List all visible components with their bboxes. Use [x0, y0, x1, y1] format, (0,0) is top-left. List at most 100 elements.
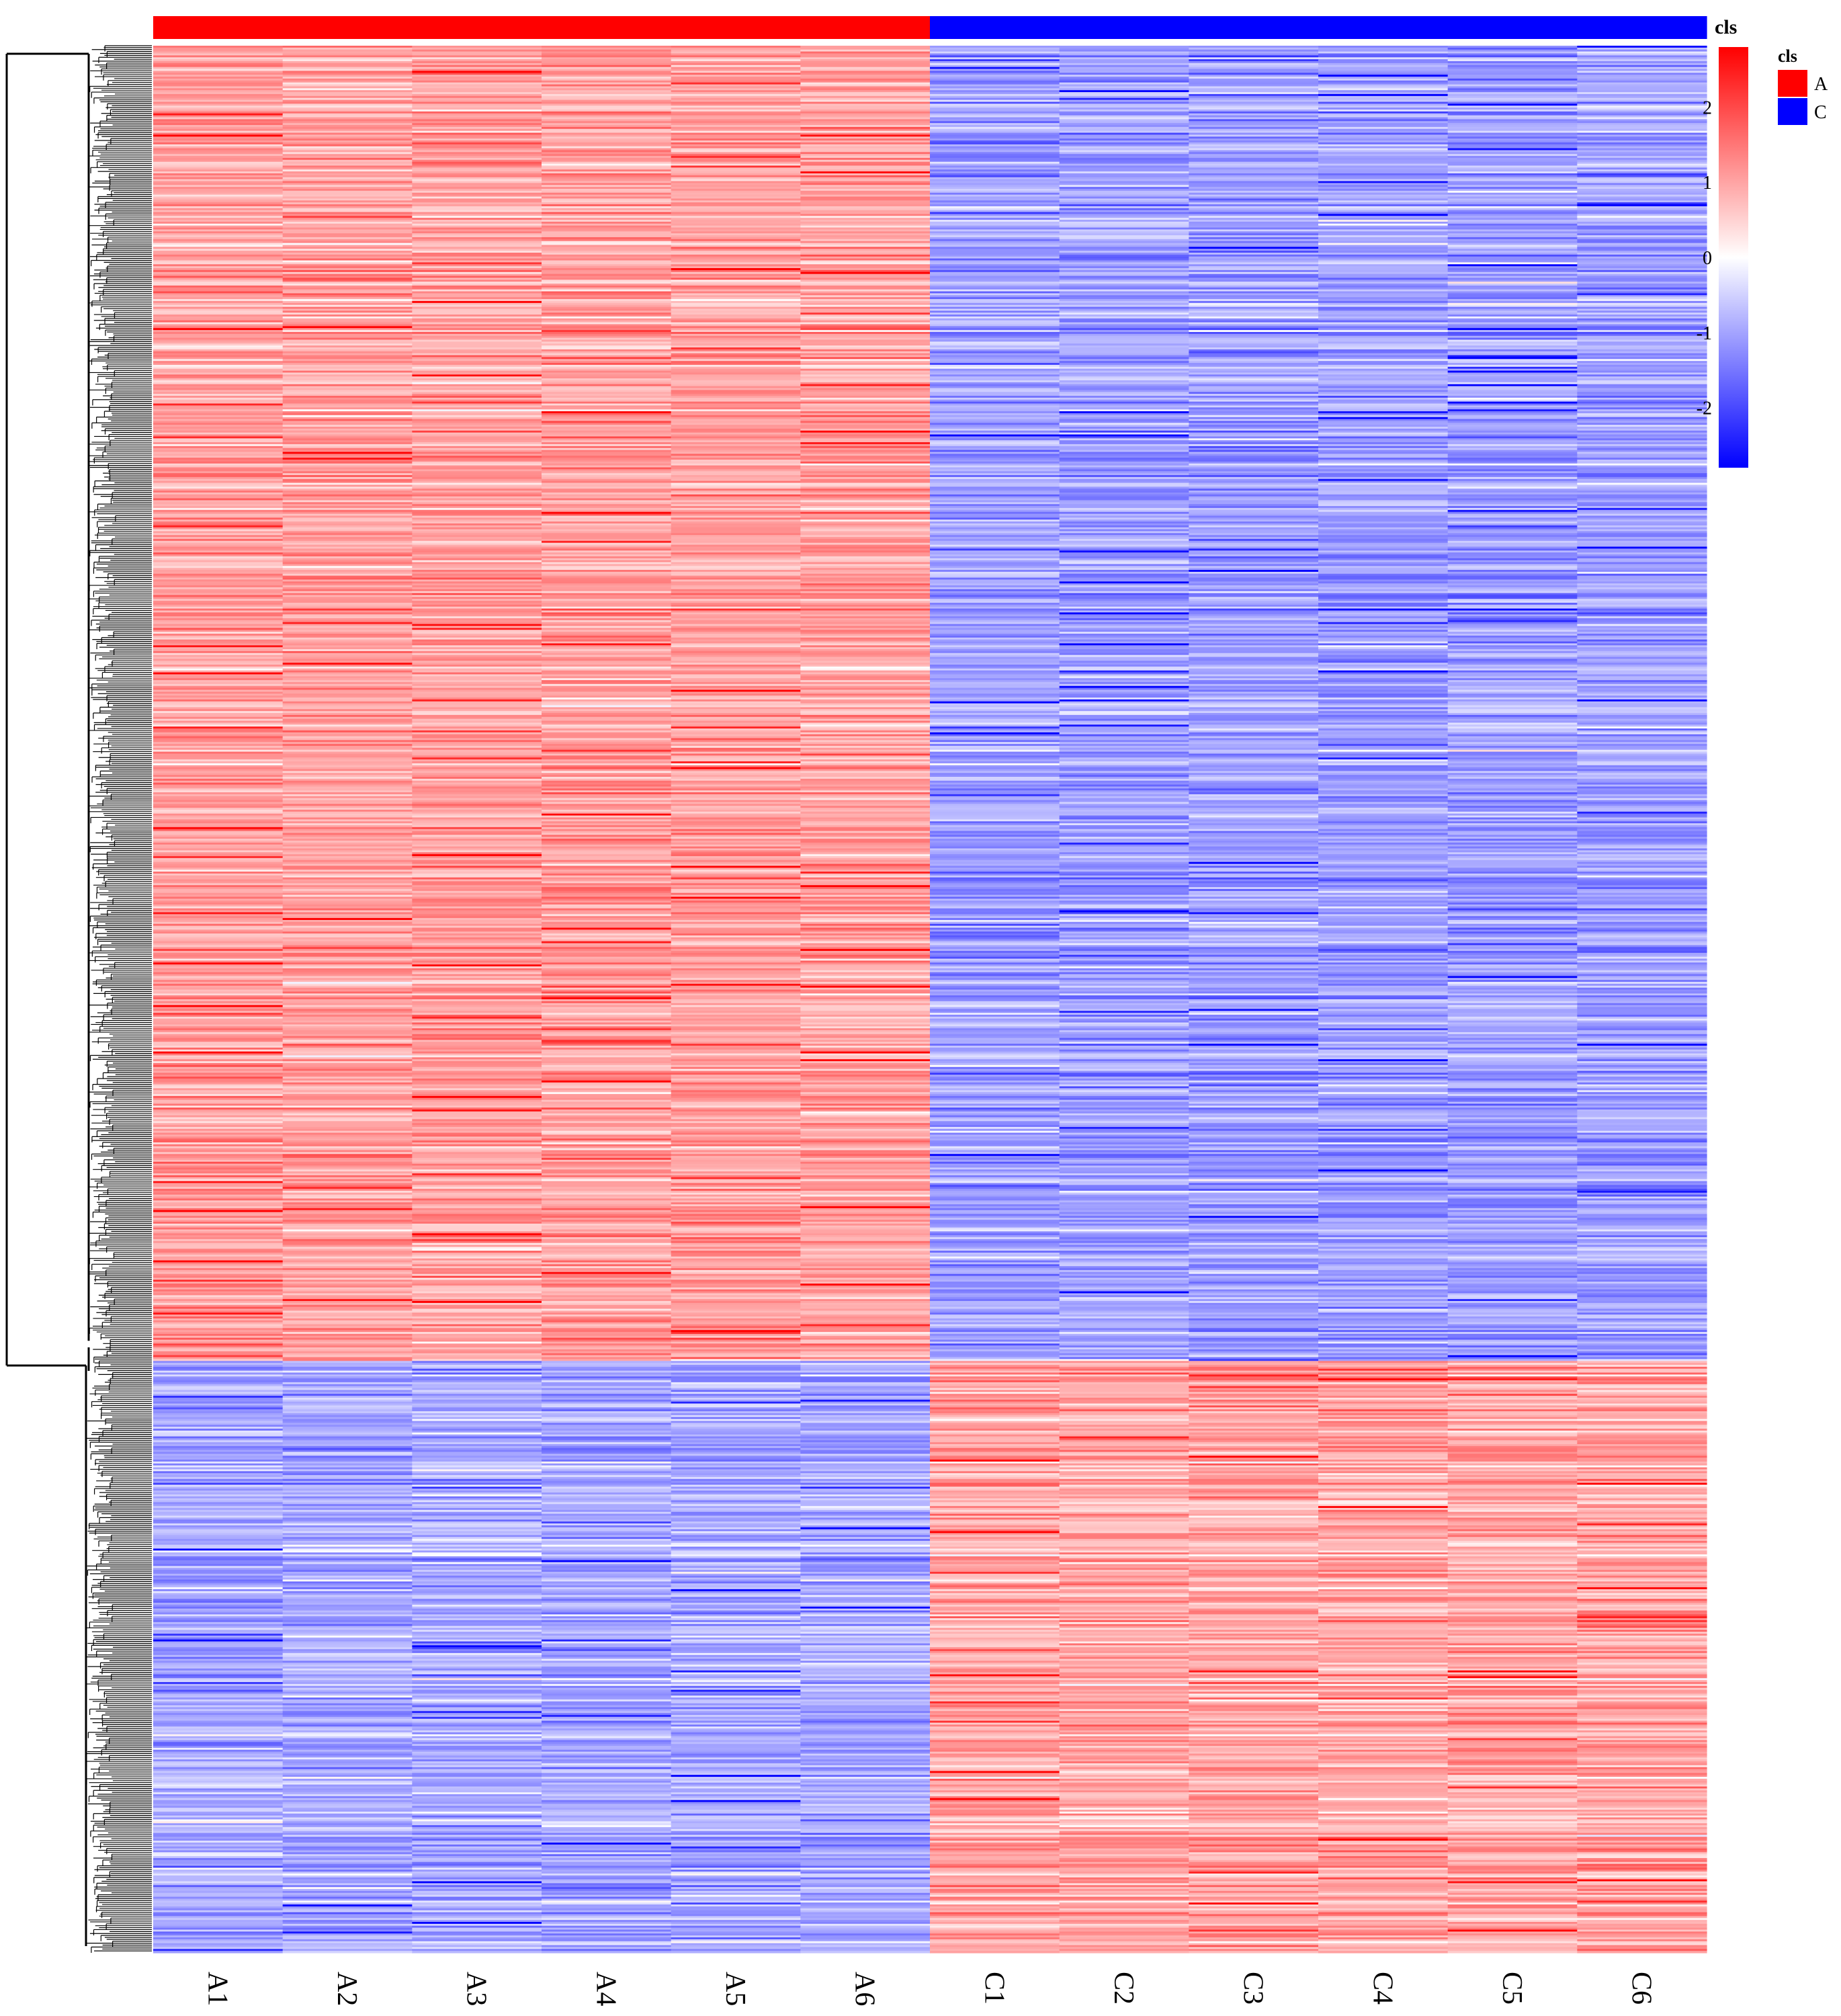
heatmap-cell: [542, 258, 672, 261]
heatmap-cell: [1577, 175, 1707, 178]
annotation-cell-A: [412, 16, 542, 39]
heatmap-cell: [282, 368, 413, 372]
heatmap-cell: [282, 529, 413, 532]
heatmap-cell: [930, 511, 1060, 515]
heatmap-cell: [1447, 55, 1578, 58]
heatmap-cell: [1059, 444, 1189, 447]
heatmap-cell: [671, 51, 801, 54]
heatmap-cell: [1318, 448, 1449, 451]
heatmap-cell: [153, 173, 284, 176]
heatmap-cell: [412, 156, 542, 159]
heatmap-cell: [1059, 115, 1189, 118]
heatmap-cell: [1059, 65, 1189, 68]
heatmap-cell: [412, 498, 542, 501]
heatmap-cell: [282, 113, 413, 116]
heatmap-cell: [671, 196, 801, 199]
heatmap-cell: [800, 597, 931, 599]
heatmap-cell: [153, 92, 284, 95]
heatmap-cell: [153, 482, 284, 485]
heatmap-cell: [671, 73, 801, 75]
heatmap-cell: [1447, 599, 1578, 601]
heatmap-cell: [1577, 233, 1707, 236]
heatmap-cell: [1447, 167, 1578, 170]
heatmap-cell: [542, 101, 672, 104]
heatmap-cell: [542, 599, 672, 601]
heatmap-cell: [1577, 95, 1707, 99]
heatmap-cell: [282, 339, 413, 342]
heatmap-cell: [930, 450, 1060, 453]
heatmap-cell: [153, 343, 284, 346]
heatmap-cell: [1318, 434, 1449, 437]
heatmap-cell: [1577, 432, 1707, 435]
heatmap-cell: [282, 254, 413, 257]
heatmap-cell: [1447, 49, 1578, 52]
heatmap-cell: [1318, 119, 1449, 122]
heatmap-cell: [800, 320, 931, 323]
heatmap-cell: [930, 459, 1060, 462]
heatmap-cell: [153, 299, 284, 302]
heatmap-cell: [282, 306, 413, 310]
heatmap-cell: [282, 538, 413, 542]
heatmap-cell: [671, 123, 801, 126]
heatmap-cell: [153, 593, 284, 596]
heatmap-cell: [542, 388, 672, 390]
heatmap-cell: [671, 157, 801, 161]
heatmap-cell: [1059, 314, 1189, 317]
heatmap-cell: [282, 397, 413, 401]
heatmap-cell: [800, 570, 931, 573]
heatmap-cell: [1189, 585, 1319, 588]
heatmap-cell: [542, 282, 672, 284]
heatmap-cell: [1189, 92, 1319, 95]
heatmap-cell: [671, 316, 801, 319]
heatmap-cell: [153, 175, 284, 178]
heatmap-cell: [1577, 452, 1707, 454]
heatmap-cell: [1189, 496, 1319, 499]
heatmap-cell: [800, 53, 931, 56]
heatmap-cell: [1318, 452, 1449, 454]
heatmap-cell: [930, 427, 1060, 429]
heatmap-cell: [1059, 258, 1189, 261]
heatmap-cell: [1447, 364, 1578, 368]
heatmap-cell: [412, 448, 542, 451]
heatmap-cell: [1059, 84, 1189, 87]
heatmap-cell: [542, 589, 672, 592]
heatmap-cell: [1059, 473, 1189, 476]
heatmap-cell: [412, 136, 542, 139]
heatmap-cell: [153, 599, 284, 601]
heatmap-cell: [282, 88, 413, 91]
heatmap-cell: [800, 427, 931, 429]
heatmap-cell: [1318, 467, 1449, 470]
heatmap-cell: [671, 280, 801, 282]
heatmap-cell: [1059, 345, 1189, 348]
heatmap-cell: [1059, 326, 1189, 329]
heatmap-cell: [1189, 558, 1319, 561]
heatmap-cell: [153, 378, 284, 381]
heatmap-cell: [1318, 123, 1449, 126]
heatmap-cell: [1447, 86, 1578, 89]
heatmap-cell: [542, 405, 672, 408]
heatmap-cell: [671, 80, 801, 83]
heatmap-cell: [800, 491, 931, 493]
heatmap-cell: [282, 134, 413, 137]
heatmap-cell: [1577, 579, 1707, 582]
heatmap-cell: [1318, 109, 1449, 112]
heatmap-cell: [1577, 593, 1707, 596]
heatmap-cell: [542, 610, 672, 613]
heatmap-cell: [282, 519, 413, 522]
heatmap-cell: [282, 374, 413, 377]
heatmap-cell: [282, 363, 413, 366]
heatmap-cell: [1577, 597, 1707, 599]
heatmap-cell: [1059, 489, 1189, 491]
heatmap-cell: [671, 604, 801, 607]
heatmap-cell: [153, 245, 284, 247]
heatmap-cell: [412, 47, 542, 50]
heatmap-cell: [282, 550, 413, 553]
heatmap-cell: [153, 65, 284, 68]
heatmap-cell: [542, 517, 672, 520]
heatmap-cell: [412, 622, 542, 625]
heatmap-cell: [153, 198, 284, 201]
heatmap-cell: [1059, 262, 1189, 265]
heatmap-cell: [542, 568, 672, 571]
heatmap-cell: [542, 331, 672, 335]
heatmap-cell: [282, 171, 413, 174]
